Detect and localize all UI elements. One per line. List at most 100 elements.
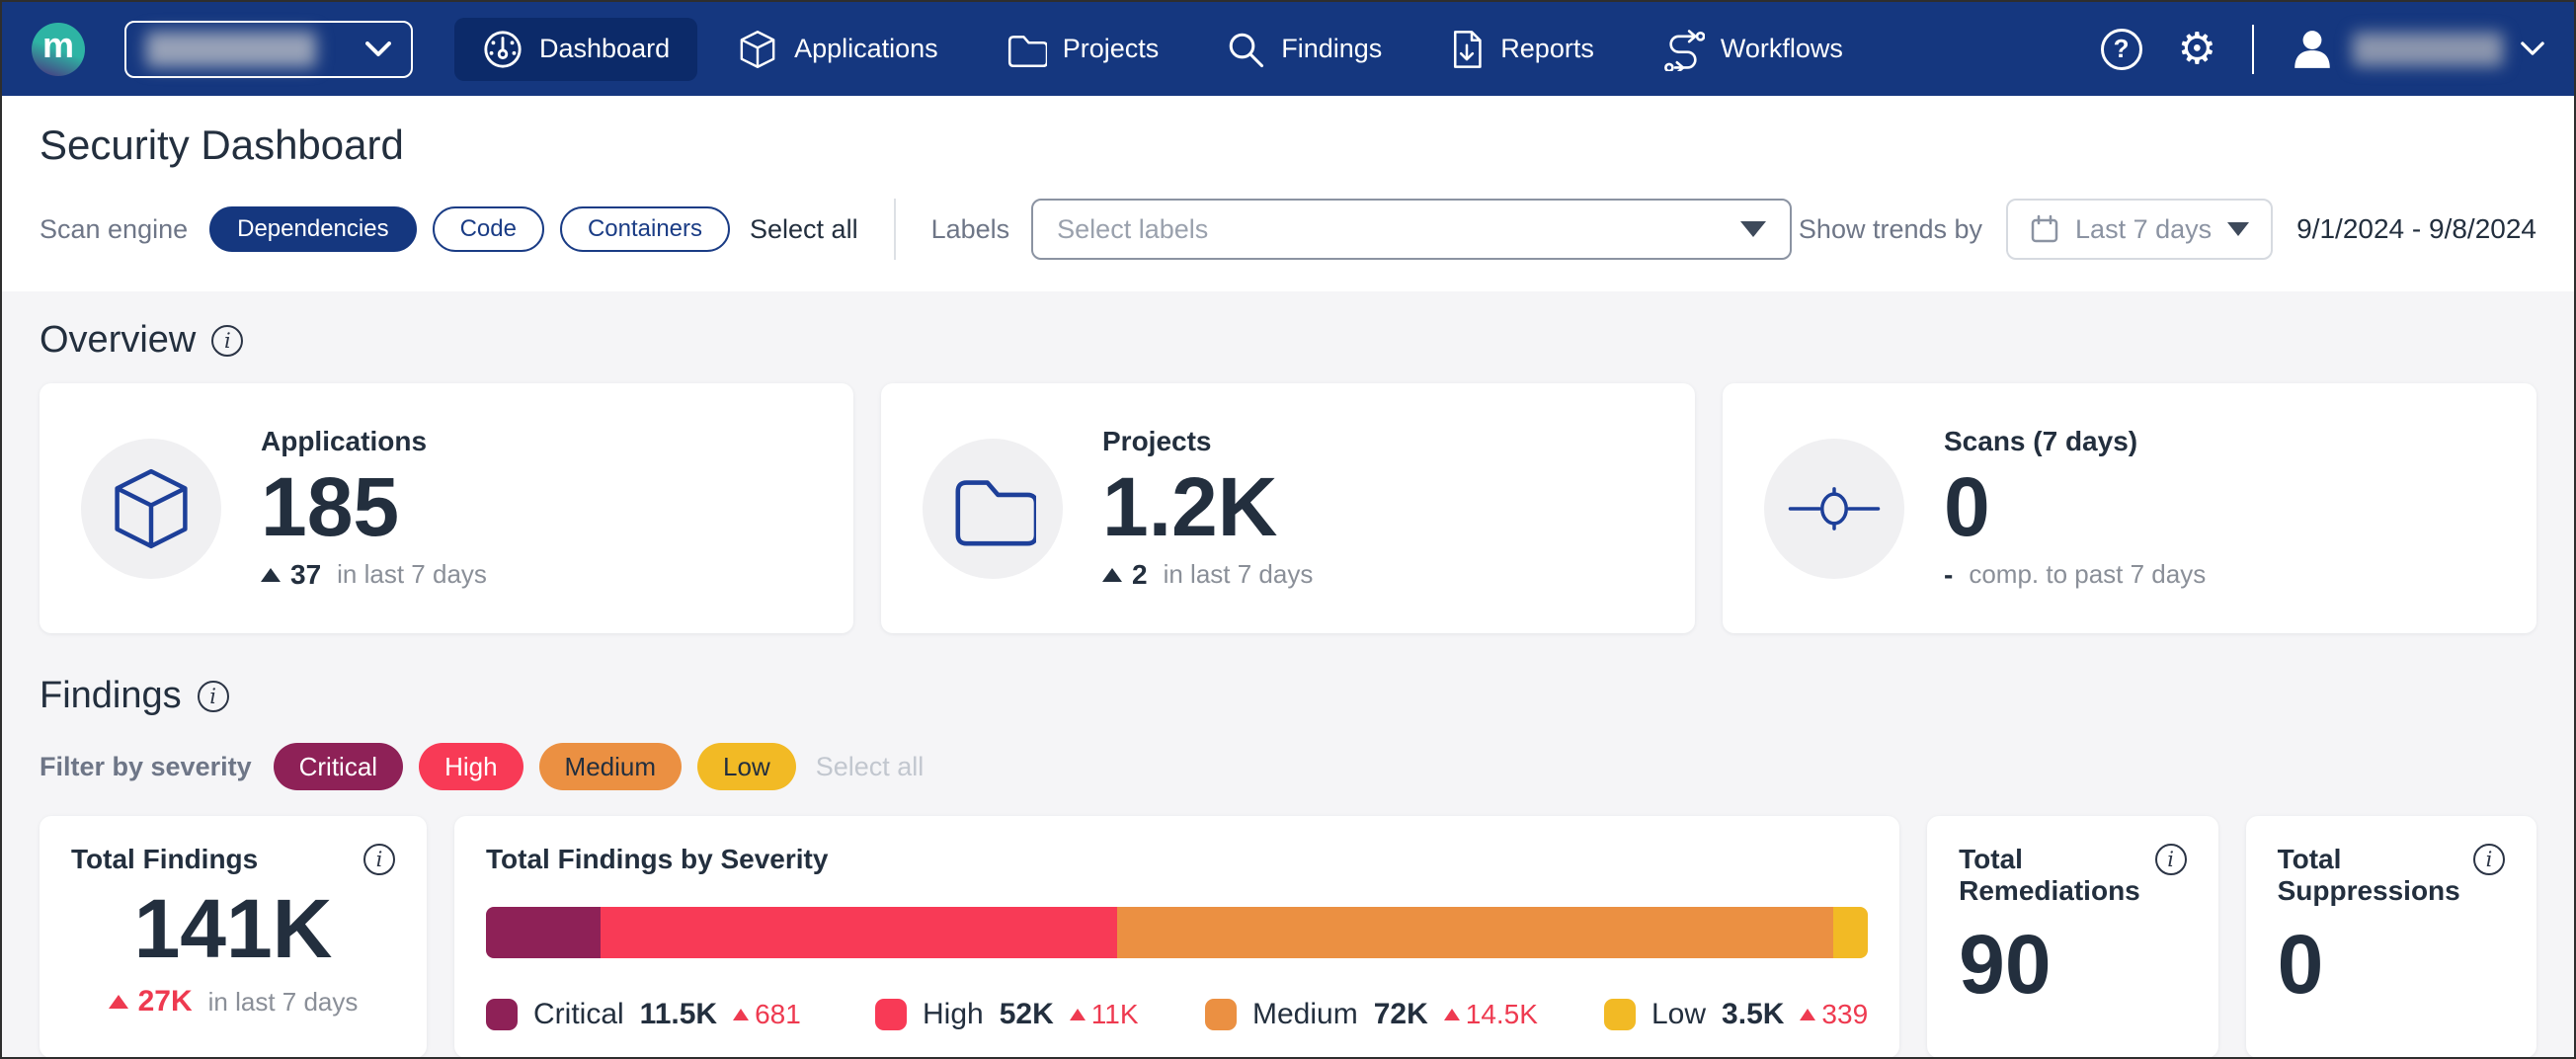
- delta-value: 37: [290, 558, 322, 590]
- projects-card-body: Projects 1.2K 2 in last 7 days: [1102, 426, 1313, 590]
- info-icon[interactable]: i: [2154, 844, 2187, 875]
- labels-input[interactable]: [1057, 213, 1741, 245]
- card-value: 1.2K: [1102, 460, 1278, 554]
- total-findings-card: Total Findings i 141K 27K in last 7 days: [40, 816, 427, 1057]
- legend-item-critical: Critical 11.5K 681: [486, 998, 812, 1031]
- legend-name: High: [923, 998, 984, 1030]
- workflow-icon: [1663, 29, 1705, 71]
- applications-icon-circle: [81, 438, 221, 579]
- findings-heading-text: Findings: [40, 675, 182, 716]
- legend-delta-value: 681: [755, 999, 801, 1029]
- triangle-up-icon: [1443, 1009, 1460, 1020]
- card-title: Applications: [261, 426, 428, 457]
- legend-swatch: [875, 999, 907, 1030]
- scans-card-body: Scans (7 days) 0 - comp. to past 7 days: [1944, 426, 2206, 590]
- trends-date-range: 9/1/2024 - 9/8/2024: [2296, 213, 2536, 244]
- trends-label: Show trends by: [1798, 213, 1983, 244]
- findings-heading: Findings i: [40, 675, 2536, 717]
- nav-item-applications[interactable]: Applications: [709, 18, 966, 81]
- organization-selector[interactable]: [124, 20, 413, 78]
- nav-item-workflows[interactable]: Workflows: [1634, 18, 1871, 81]
- severity-legend: Critical 11.5K 681 High 52K 11K Medium 7…: [486, 998, 1868, 1031]
- projects-card: Projects 1.2K 2 in last 7 days: [881, 383, 1695, 633]
- filter-bar: Scan engine Dependencies Code Containers…: [2, 169, 2574, 260]
- scan-engine-chips: Dependencies Code Containers: [209, 206, 731, 252]
- card-title: Total Suppressions: [2277, 844, 2460, 906]
- legend-delta: 14.5K: [1443, 999, 1538, 1030]
- legend-name: Critical: [533, 998, 624, 1030]
- card-value: 0: [1944, 460, 1990, 554]
- navbar-right: ? ⚙: [2100, 24, 2544, 74]
- nav-item-projects[interactable]: Projects: [978, 18, 1187, 81]
- legend-item-low: Low 3.5K 339: [1604, 998, 1868, 1031]
- scan-select-all-link[interactable]: Select all: [750, 213, 858, 244]
- card-delta: 2 in last 7 days: [1102, 559, 1313, 591]
- applications-card: Applications 185 37 in last 7 days: [40, 383, 853, 633]
- bar-segment-high: [600, 907, 1118, 958]
- legend-item-high: High 52K 11K: [875, 998, 1142, 1031]
- nav-item-reports[interactable]: Reports: [1421, 18, 1622, 81]
- scan-engine-label: Scan engine: [40, 213, 189, 244]
- organization-name-redacted: [146, 31, 316, 67]
- severity-chips: Critical High Medium Low: [273, 743, 796, 790]
- chip-containers[interactable]: Containers: [559, 206, 731, 252]
- card-title: Scans (7 days): [1944, 426, 2138, 457]
- delta-note: in last 7 days: [1163, 559, 1314, 590]
- top-navbar: m Dashboard Applica: [2, 2, 2574, 96]
- triangle-up-icon: [261, 567, 281, 582]
- legend-delta-value: 339: [1821, 999, 1869, 1029]
- bar-segment-critical: [486, 907, 601, 958]
- info-icon[interactable]: i: [197, 680, 229, 712]
- severity-filter-bar: Filter by severity Critical High Medium …: [40, 743, 2536, 790]
- info-icon[interactable]: i: [2473, 844, 2506, 875]
- trends-range-value: Last 7 days: [2075, 213, 2213, 244]
- dashboard-gauge-icon: [484, 30, 522, 68]
- main-nav: Dashboard Applications Projects: [454, 17, 1871, 81]
- chip-code[interactable]: Code: [432, 206, 544, 252]
- trends-range-select[interactable]: Last 7 days: [2006, 199, 2274, 260]
- chevron-down-icon: [2521, 41, 2544, 55]
- help-button[interactable]: ?: [2100, 28, 2142, 70]
- chip-critical[interactable]: Critical: [273, 743, 404, 790]
- user-avatar-icon: [2294, 30, 2330, 68]
- chevron-down-icon: [365, 41, 391, 56]
- total-suppressions-card: Total Suppressions i 0: [2245, 816, 2537, 1057]
- info-icon[interactable]: i: [211, 324, 244, 357]
- user-menu[interactable]: [2290, 27, 2544, 72]
- nav-item-findings[interactable]: Findings: [1198, 18, 1409, 81]
- severity-filter-label: Filter by severity: [40, 751, 252, 781]
- info-icon[interactable]: i: [363, 844, 395, 875]
- chip-high[interactable]: High: [419, 743, 523, 790]
- report-file-icon: [1454, 30, 1482, 68]
- folder-icon: [1007, 35, 1047, 67]
- total-suppressions-value: 0: [2277, 918, 2324, 1011]
- calendar-icon: [2031, 214, 2058, 243]
- search-icon: [1229, 33, 1264, 67]
- chip-low[interactable]: Low: [697, 743, 796, 790]
- labels-select[interactable]: [1031, 199, 1793, 260]
- nav-label: Reports: [1500, 34, 1594, 63]
- overview-heading: Overview i: [40, 319, 2536, 362]
- chip-medium[interactable]: Medium: [538, 743, 683, 790]
- legend-value: 3.5K: [1722, 998, 1785, 1030]
- delta-note: comp. to past 7 days: [1969, 559, 2207, 590]
- severity-select-all-link[interactable]: Select all: [815, 751, 925, 781]
- chip-dependencies[interactable]: Dependencies: [209, 206, 417, 252]
- findings-by-severity-card: Total Findings by Severity Critical 11.5…: [454, 816, 1900, 1057]
- settings-button[interactable]: ⚙: [2178, 27, 2216, 71]
- user-name-redacted: [2353, 32, 2503, 66]
- card-value: 185: [261, 460, 400, 554]
- overview-cards: Applications 185 37 in last 7 days: [40, 383, 2536, 633]
- mend-logo-icon[interactable]: m: [32, 22, 85, 76]
- triangle-up-icon: [1800, 1009, 1816, 1020]
- card-title: Total Remediations: [1959, 844, 2140, 906]
- logo-letter: m: [41, 24, 74, 65]
- nav-item-dashboard[interactable]: Dashboard: [454, 17, 698, 81]
- navbar-divider: [2252, 24, 2254, 74]
- filter-divider: [893, 199, 896, 260]
- overview-heading-text: Overview: [40, 319, 197, 361]
- legend-swatch: [486, 999, 518, 1030]
- card-delta: - comp. to past 7 days: [1944, 559, 2206, 591]
- legend-item-medium: Medium 72K 14.5K: [1205, 998, 1541, 1031]
- applications-card-body: Applications 185 37 in last 7 days: [261, 426, 487, 590]
